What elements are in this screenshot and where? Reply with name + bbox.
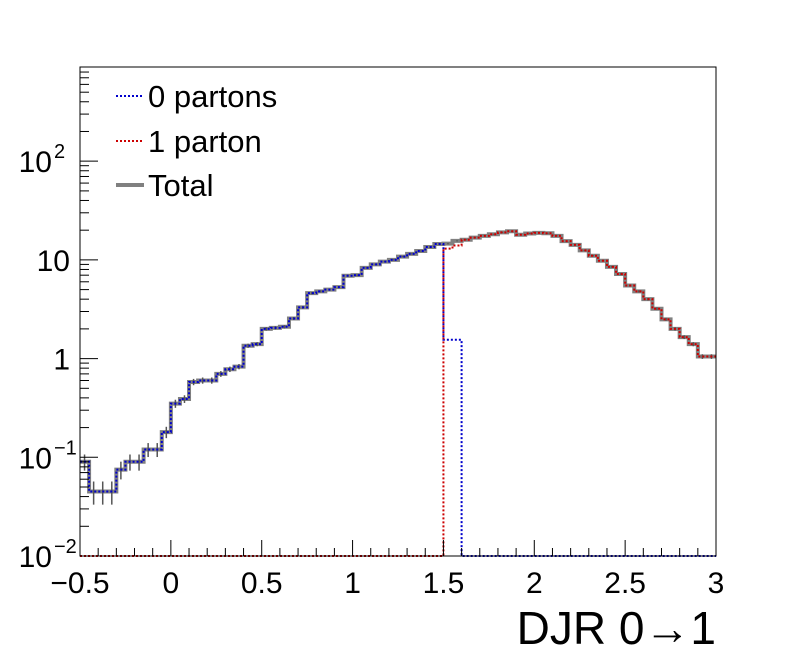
x-tick-label: 1.5 xyxy=(423,567,465,600)
legend-entry: Total xyxy=(116,168,213,203)
x-axis-label: DJR 0→1 xyxy=(517,602,716,654)
y-tick-label: 1 xyxy=(53,344,70,377)
x-tick-label: 0 xyxy=(163,567,180,600)
y-tick-label: 10 xyxy=(19,541,52,574)
series-line xyxy=(80,229,716,494)
x-tick-label: 2 xyxy=(526,567,543,600)
y-tick-exponent: −1 xyxy=(54,437,77,459)
legend-entry: 0 partons xyxy=(116,79,277,114)
y-tick-label: 10 xyxy=(19,146,52,179)
legend: 0 partons 1 parton Total xyxy=(116,79,277,203)
plot-area xyxy=(80,229,716,557)
y-tick-label: 10 xyxy=(37,245,70,278)
legend-label: 0 partons xyxy=(148,79,277,114)
series-1-parton xyxy=(80,230,716,557)
legend-label: 1 parton xyxy=(148,124,262,159)
legend-entry: 1 parton xyxy=(116,124,262,159)
x-tick-label: −0.5 xyxy=(50,567,109,600)
series-line xyxy=(80,230,716,557)
x-tick-label: 0.5 xyxy=(241,567,283,600)
y-tick-label: 10 xyxy=(19,442,52,475)
series-total xyxy=(80,229,716,505)
x-tick-label: 1 xyxy=(344,567,361,600)
legend-label: Total xyxy=(148,168,213,203)
y-tick-exponent: −2 xyxy=(54,536,77,558)
x-tick-label: 3 xyxy=(708,567,725,600)
x-tick-label: 2.5 xyxy=(604,567,646,600)
y-tick-exponent: 2 xyxy=(54,141,65,163)
